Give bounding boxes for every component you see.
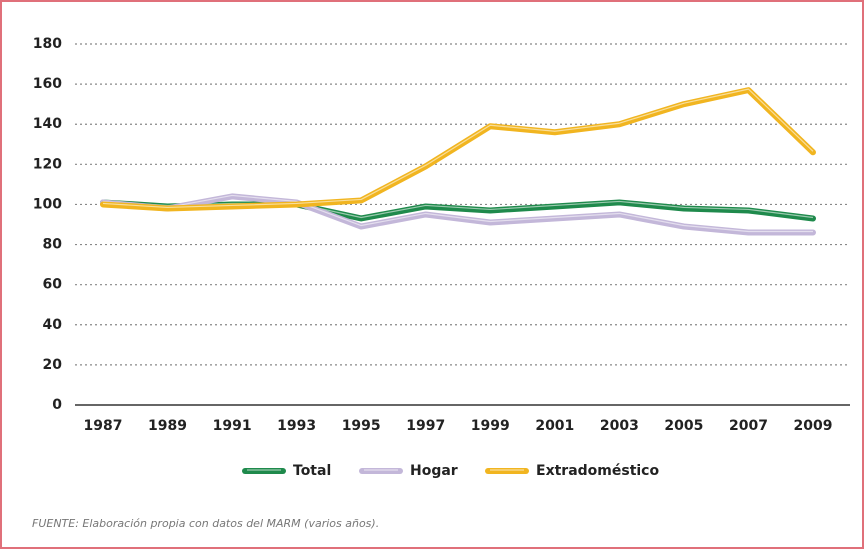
x-tick-label: 1999 xyxy=(471,418,510,434)
y-tick-label: 80 xyxy=(43,237,63,253)
y-tick-label: 100 xyxy=(33,196,62,212)
x-tick-label: 2003 xyxy=(600,418,639,434)
x-tick-label: 1987 xyxy=(84,418,123,434)
x-tick-label: 2007 xyxy=(729,418,768,434)
series-line-highlight xyxy=(102,194,813,233)
y-tick-label: 180 xyxy=(33,36,62,52)
legend-label: Hogar xyxy=(410,463,458,479)
series-line-highlight xyxy=(102,200,814,219)
series-line-highlight xyxy=(102,88,814,209)
legend-label: Extradoméstico xyxy=(536,463,659,479)
series-line xyxy=(100,193,816,236)
x-tick-label: 2009 xyxy=(794,418,833,434)
y-tick-label: 60 xyxy=(43,277,63,293)
x-tick-label: 1989 xyxy=(148,418,187,434)
source-note: FUENTE: Elaboración propia con datos del… xyxy=(32,517,379,530)
y-tick-label: 140 xyxy=(33,116,62,132)
y-tick-label: 20 xyxy=(43,357,63,373)
y-tick-label: 40 xyxy=(43,317,63,333)
x-tick-label: 1993 xyxy=(277,418,316,434)
x-tick-label: 1995 xyxy=(342,418,381,434)
series-line xyxy=(100,87,816,212)
y-tick-label: 160 xyxy=(33,76,62,92)
x-tick-label: 2005 xyxy=(664,418,703,434)
y-tick-label: 0 xyxy=(52,397,62,413)
x-tick-label: 1997 xyxy=(406,418,445,434)
x-tick-label: 2001 xyxy=(535,418,574,434)
y-tick-label: 120 xyxy=(33,156,62,172)
x-tick-label: 1991 xyxy=(213,418,252,434)
legend-label: Total xyxy=(293,463,331,479)
